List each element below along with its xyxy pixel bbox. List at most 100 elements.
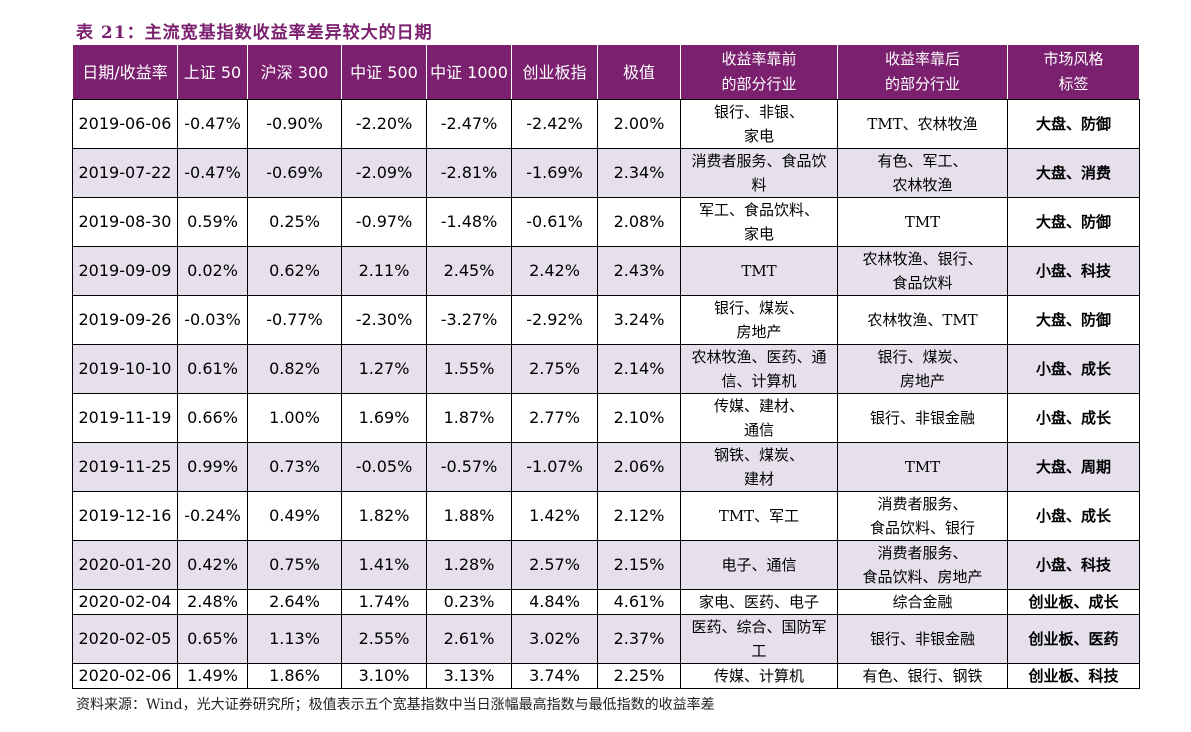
extreme-spread-cell: 2.06% [597, 442, 681, 492]
zz1000-cell: -2.47% [426, 99, 512, 149]
bottom-industries-cell: TMT [837, 197, 1008, 247]
hs300-cell: 1.00% [247, 393, 342, 443]
top-industries-cell: 军工、食品饮料、 家电 [680, 197, 838, 247]
sz50-cell: -0.24% [177, 491, 248, 541]
extreme-spread-cell: 2.14% [597, 344, 681, 394]
chinext-cell: -1.07% [511, 442, 598, 492]
zz500-cell: -0.97% [341, 197, 427, 247]
column-header: 中证 1000 [426, 44, 512, 100]
top-industries-cell: 家电、医药、电子 [680, 589, 838, 615]
bottom-industries-cell: 有色、银行、钢铁 [837, 663, 1008, 689]
extreme-spread-cell: 2.12% [597, 491, 681, 541]
sz50-cell: 0.59% [177, 197, 248, 247]
date-cell: 2019-11-25 [72, 442, 178, 492]
style-tag-cell: 大盘、防御 [1007, 99, 1140, 149]
date-cell: 2019-10-10 [72, 344, 178, 394]
date-cell: 2019-07-22 [72, 148, 178, 198]
bottom-industries-cell: 农林牧渔、TMT [837, 295, 1008, 345]
date-cell: 2020-02-05 [72, 614, 178, 664]
extreme-spread-cell: 2.43% [597, 246, 681, 296]
chinext-cell: 3.74% [511, 663, 598, 689]
sz50-cell: 0.02% [177, 246, 248, 296]
zz1000-cell: 1.28% [426, 540, 512, 590]
table-body: 2019-06-06 -0.47% -0.90% -2.20% -2.47% -2.42%… [72, 99, 1140, 689]
chinext-cell: -2.92% [511, 295, 598, 345]
column-header: 中证 500 [341, 44, 427, 100]
extreme-spread-cell: 2.00% [597, 99, 681, 149]
zz1000-cell: 2.45% [426, 246, 512, 296]
style-tag-cell: 小盘、成长 [1007, 393, 1140, 443]
date-cell: 2020-01-20 [72, 540, 178, 590]
date-cell: 2019-09-09 [72, 246, 178, 296]
date-cell: 2020-02-04 [72, 589, 178, 615]
table-row: 2020-02-06 1.49% 1.86% 3.10% 3.13% 3.74% 2.25%… [72, 663, 1140, 689]
top-industries-cell: 农林牧渔、医药、通 信、计算机 [680, 344, 838, 394]
sz50-cell: -0.47% [177, 99, 248, 149]
zz500-cell: 1.27% [341, 344, 427, 394]
bottom-industries-cell: 银行、非银金融 [837, 614, 1008, 664]
zz1000-cell: 3.13% [426, 663, 512, 689]
table-row: 2019-07-22 -0.47% -0.69% -2.09% -2.81% -1.69%… [72, 148, 1140, 198]
chinext-cell: -0.61% [511, 197, 598, 247]
style-tag-cell: 创业板、医药 [1007, 614, 1140, 664]
table-row: 2019-12-16 -0.24% 0.49% 1.82% 1.88% 1.42% 2.12… [72, 491, 1140, 541]
extreme-spread-cell: 2.25% [597, 663, 681, 689]
zz1000-cell: 1.87% [426, 393, 512, 443]
top-industries-cell: 电子、通信 [680, 540, 838, 590]
style-tag-cell: 大盘、周期 [1007, 442, 1140, 492]
returns-table: 日期/收益率 上证 50 沪深 300 中证 500 中证 1000 创业板指 极值 收益率靠… [72, 44, 1140, 689]
hs300-cell: -0.90% [247, 99, 342, 149]
column-header: 市场风格 标签 [1007, 44, 1140, 100]
zz1000-cell: 1.88% [426, 491, 512, 541]
chinext-cell: 2.75% [511, 344, 598, 394]
bottom-industries-cell: 综合金融 [837, 589, 1008, 615]
style-tag-cell: 小盘、科技 [1007, 246, 1140, 296]
sz50-cell: -0.47% [177, 148, 248, 198]
hs300-cell: 1.13% [247, 614, 342, 664]
style-tag-cell: 小盘、科技 [1007, 540, 1140, 590]
table-row: 2019-10-10 0.61% 0.82% 1.27% 1.55% 2.75% 2.14%… [72, 344, 1140, 394]
zz500-cell: 3.10% [341, 663, 427, 689]
hs300-cell: 1.86% [247, 663, 342, 689]
chinext-cell: -2.42% [511, 99, 598, 149]
sz50-cell: 0.99% [177, 442, 248, 492]
extreme-spread-cell: 2.15% [597, 540, 681, 590]
source-footnote: 资料来源：Wind，光大证券研究所；极值表示五个宽基指数中当日涨幅最高指数与最低… [76, 697, 715, 713]
zz500-cell: 2.11% [341, 246, 427, 296]
top-industries-cell: 传媒、建材、 通信 [680, 393, 838, 443]
zz500-cell: 1.69% [341, 393, 427, 443]
style-tag-cell: 大盘、消费 [1007, 148, 1140, 198]
zz500-cell: 2.55% [341, 614, 427, 664]
table-row: 2019-09-26 -0.03% -0.77% -2.30% -3.27% -2.92%… [72, 295, 1140, 345]
sz50-cell: 1.49% [177, 663, 248, 689]
column-header: 沪深 300 [247, 44, 342, 100]
table-row: 2020-01-20 0.42% 0.75% 1.41% 1.28% 2.57% 2.15%… [72, 540, 1140, 590]
bottom-industries-cell: TMT、农林牧渔 [837, 99, 1008, 149]
chinext-cell: 2.42% [511, 246, 598, 296]
table-row: 2019-08-30 0.59% 0.25% -0.97% -1.48% -0.61% 2.… [72, 197, 1140, 247]
hs300-cell: 2.64% [247, 589, 342, 615]
table-title: 表 21：主流宽基指数收益率差异较大的日期 [76, 23, 433, 43]
sz50-cell: 0.42% [177, 540, 248, 590]
bottom-industries-cell: 银行、煤炭、 房地产 [837, 344, 1008, 394]
hs300-cell: 0.73% [247, 442, 342, 492]
column-header: 收益率靠前 的部分行业 [680, 44, 838, 100]
extreme-spread-cell: 3.24% [597, 295, 681, 345]
top-industries-cell: 消费者服务、食品饮料 [680, 148, 838, 198]
extreme-spread-cell: 2.08% [597, 197, 681, 247]
date-cell: 2019-06-06 [72, 99, 178, 149]
extreme-spread-cell: 2.10% [597, 393, 681, 443]
date-cell: 2019-09-26 [72, 295, 178, 345]
sz50-cell: 0.65% [177, 614, 248, 664]
hs300-cell: 0.82% [247, 344, 342, 394]
zz1000-cell: -2.81% [426, 148, 512, 198]
chinext-cell: 3.02% [511, 614, 598, 664]
top-industries-cell: TMT [680, 246, 838, 296]
header-row: 日期/收益率 上证 50 沪深 300 中证 500 中证 1000 创业板指 极值 收益率靠… [72, 44, 1140, 100]
column-header: 创业板指 [511, 44, 598, 100]
top-industries-cell: TMT、军工 [680, 491, 838, 541]
chinext-cell: 2.77% [511, 393, 598, 443]
style-tag-cell: 小盘、成长 [1007, 344, 1140, 394]
bottom-industries-cell: TMT [837, 442, 1008, 492]
zz500-cell: -2.09% [341, 148, 427, 198]
